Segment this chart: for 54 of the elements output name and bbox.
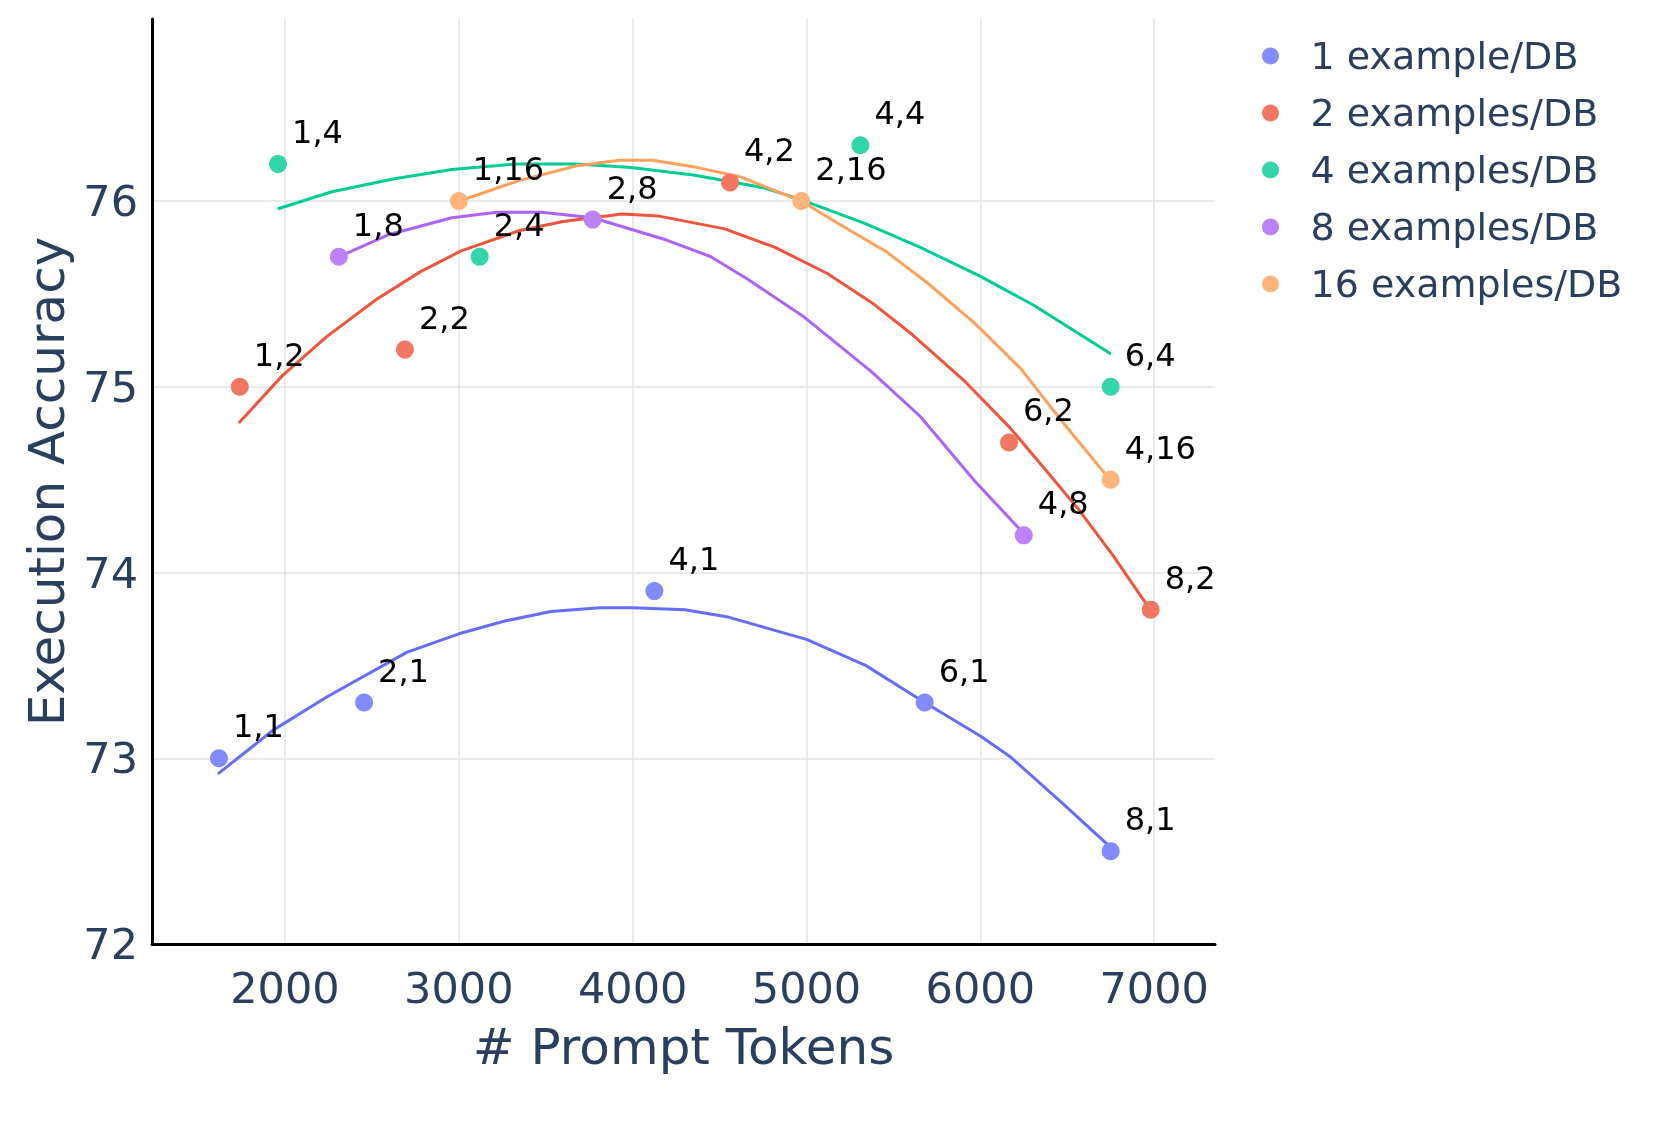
point xyxy=(329,247,348,266)
annotation: 4,16 xyxy=(1124,428,1196,467)
point xyxy=(470,247,489,266)
y-tick-label: 73 xyxy=(83,733,138,784)
legend-label: 4 examples/DB xyxy=(1310,148,1599,192)
x-tick-label: 6000 xyxy=(925,962,1036,1013)
annotation: 8,1 xyxy=(1124,800,1176,839)
annotation: 6,1 xyxy=(938,651,990,690)
y-axis-title: Execution Accuracy xyxy=(18,236,77,727)
annotation: 1,1 xyxy=(232,707,284,746)
annotation: 2,8 xyxy=(606,168,658,207)
point xyxy=(269,154,288,173)
y-tick-label: 76 xyxy=(83,176,138,227)
legend-label: 16 examples/DB xyxy=(1310,262,1623,306)
x-tick-label: 4000 xyxy=(577,962,688,1013)
point xyxy=(230,377,249,396)
y-tick-label: 75 xyxy=(83,361,138,412)
annotation: 6,4 xyxy=(1124,335,1176,374)
annotation: 2,16 xyxy=(815,150,887,189)
y-tick-label: 74 xyxy=(83,547,138,598)
legend-label: 1 example/DB xyxy=(1310,34,1579,78)
annotation: 4,2 xyxy=(744,131,795,170)
point xyxy=(583,210,602,229)
annotation: 2,1 xyxy=(378,651,429,690)
x-tick-label: 7000 xyxy=(1099,962,1209,1013)
x-tick-label: 2000 xyxy=(230,962,340,1013)
point xyxy=(645,582,664,601)
x-axis-title: # Prompt Tokens xyxy=(472,1018,895,1076)
annotation: 8,2 xyxy=(1164,558,1216,597)
point xyxy=(1101,470,1120,489)
annotation: 1,8 xyxy=(352,205,404,244)
point xyxy=(851,136,870,155)
point xyxy=(915,693,934,712)
point xyxy=(449,192,468,211)
point xyxy=(1101,377,1120,396)
point xyxy=(395,340,414,359)
point xyxy=(209,749,228,768)
point xyxy=(721,173,739,192)
annotation: 2,2 xyxy=(418,298,470,337)
x-tick-label: 3000 xyxy=(404,962,514,1013)
annotation: 1,4 xyxy=(292,112,343,151)
annotation: 4,1 xyxy=(668,540,720,579)
legend-label: 8 examples/DB xyxy=(1310,205,1599,249)
point xyxy=(1141,600,1160,619)
point xyxy=(1000,433,1019,452)
annotation: 1,2 xyxy=(253,335,305,374)
point xyxy=(355,693,374,712)
y-tick-label: 72 xyxy=(83,919,138,969)
point xyxy=(792,192,811,211)
legend-label: 2 examples/DB xyxy=(1310,91,1599,135)
point xyxy=(1014,526,1033,545)
annotation: 4,4 xyxy=(874,94,926,133)
point xyxy=(1101,842,1120,861)
x-tick-label: 5000 xyxy=(751,962,862,1013)
